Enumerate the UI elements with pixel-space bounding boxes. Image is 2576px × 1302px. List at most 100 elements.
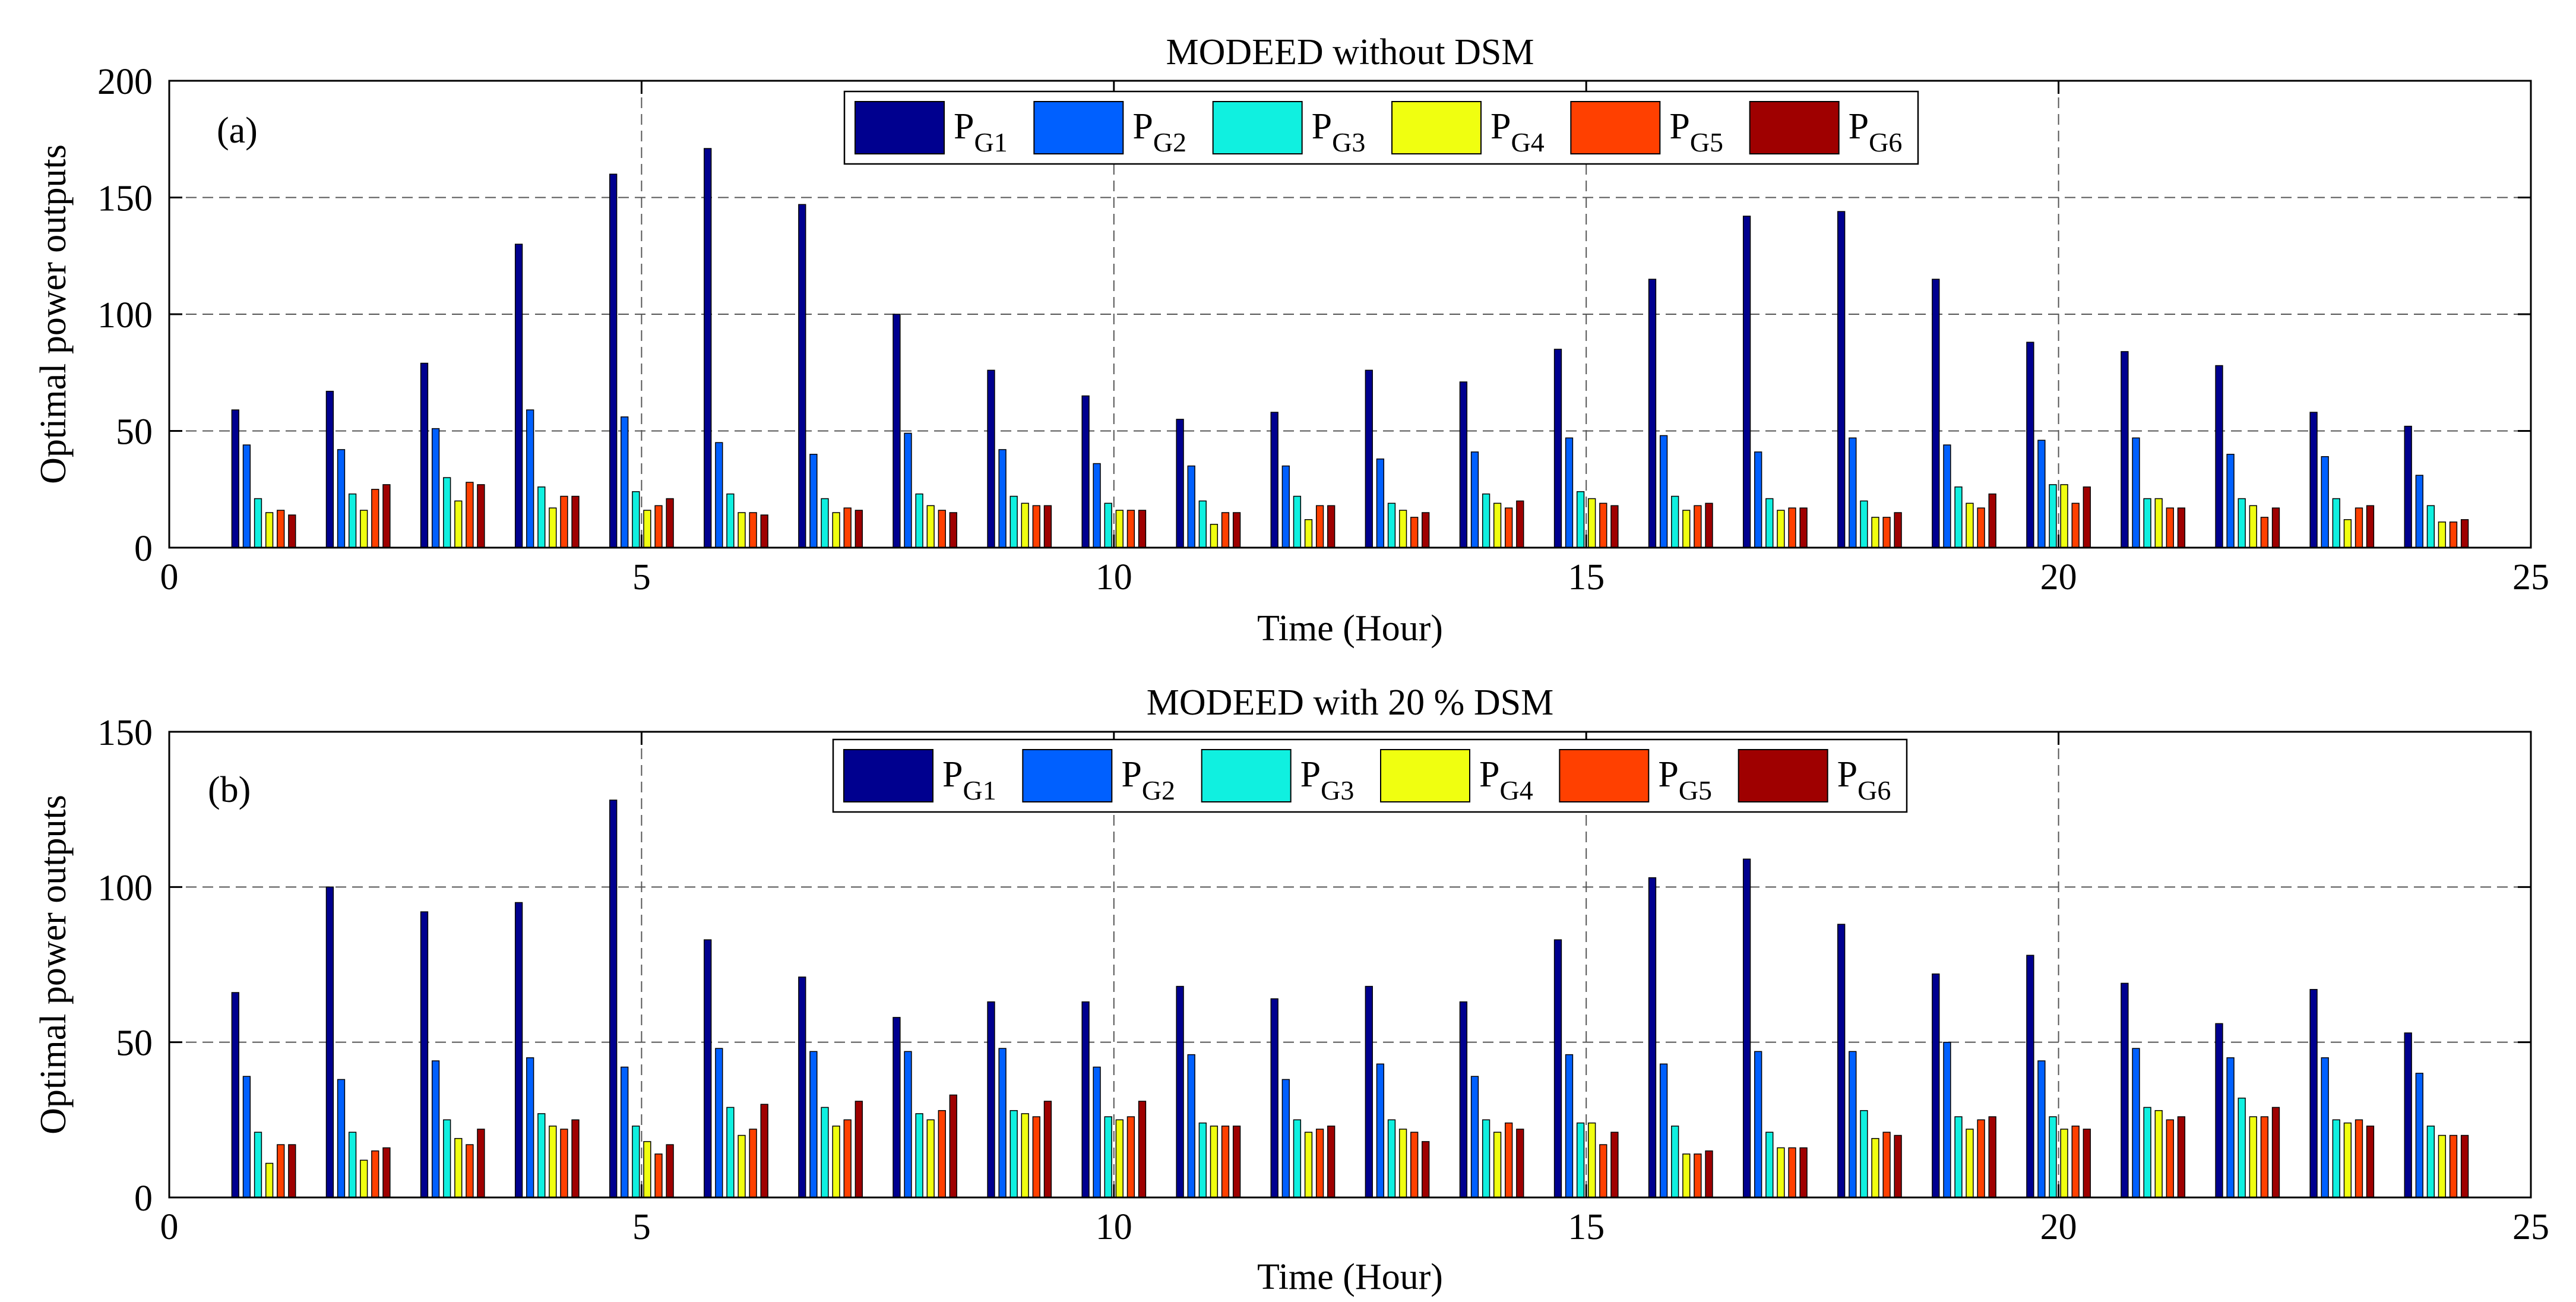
bar-pg5-t11 <box>1221 1126 1230 1198</box>
legend-label-pg3: PG3 <box>1312 106 1366 157</box>
bar-pg2-t16 <box>1659 1063 1668 1198</box>
bar-pg5-t17 <box>1788 1147 1796 1198</box>
bar-pg6-t14 <box>1516 500 1524 548</box>
legend-swatch-pg2 <box>1022 749 1113 802</box>
bar-pg6-t8 <box>949 1094 957 1198</box>
legend: PG1 PG2 PG3 PG4 PG5 PG6 <box>832 738 1908 813</box>
y-tick-label: 50 <box>116 412 153 453</box>
legend-label-pg6: PG6 <box>1837 754 1891 805</box>
bar-pg4-t21 <box>2154 498 2163 548</box>
bar-pg5-t9 <box>1032 505 1040 548</box>
bar-pg1-t3 <box>420 362 429 548</box>
bar-pg3-t6 <box>726 493 735 548</box>
bar-pg3-t6 <box>726 1107 735 1198</box>
bar-pg3-t20 <box>2049 484 2057 548</box>
bar-pg5-t22 <box>2260 1116 2269 1198</box>
x-tick-label: 5 <box>632 1207 651 1247</box>
bar-pg6-t23 <box>2366 1126 2375 1198</box>
bar-pg6-t17 <box>1799 507 1808 548</box>
bar-pg1-t19 <box>1932 279 1940 548</box>
bar-pg5-t21 <box>2166 507 2174 548</box>
bar-pg4-t24 <box>2438 1134 2447 1198</box>
bar-pg6-t13 <box>1422 512 1430 548</box>
bar-pg2-t18 <box>1849 1051 1857 1198</box>
bar-pg2-t3 <box>431 1060 440 1198</box>
bar-pg2-t1 <box>242 1076 251 1198</box>
bar-pg1-t18 <box>1837 211 1846 548</box>
bar-pg3-t14 <box>1482 493 1490 548</box>
bar-pg3-t4 <box>537 1113 546 1198</box>
y-tick-label: 150 <box>97 713 153 753</box>
legend-swatch-pg3 <box>1201 749 1292 802</box>
legend-box <box>832 738 1908 813</box>
chart-panel-a: 0 5 10 15 20 25 0 50 100 150 200 MODEED without DSM… <box>33 32 2549 649</box>
bar-pg1-t5 <box>609 173 618 548</box>
bar-pg6-t10 <box>1138 1101 1147 1198</box>
bar-pg1-t6 <box>704 939 712 1198</box>
bar-pg5-t10 <box>1126 1116 1135 1198</box>
bar-pg4-t20 <box>2060 1129 2068 1198</box>
bar-pg3-t23 <box>2332 498 2340 548</box>
bar-pg3-t22 <box>2238 1097 2246 1198</box>
bar-pg3-t9 <box>1009 1110 1018 1198</box>
bar-pg3-t14 <box>1482 1119 1490 1198</box>
legend-label-pg5: PG5 <box>1669 106 1723 157</box>
bar-pg3-t2 <box>348 1132 357 1198</box>
bar-pg2-t17 <box>1754 1051 1762 1198</box>
bar-pg6-t11 <box>1232 512 1241 548</box>
bar-pg3-t20 <box>2049 1116 2057 1198</box>
bar-pg6-t14 <box>1516 1129 1524 1198</box>
bar-pg1-t22 <box>2215 1023 2223 1198</box>
bar-pg1-t2 <box>325 886 334 1198</box>
bar-pg3-t8 <box>915 493 923 548</box>
bar-pg6-t21 <box>2177 507 2186 548</box>
bar-pg2-t21 <box>2132 437 2140 548</box>
bar-pg6-t12 <box>1327 1126 1336 1198</box>
bar-pg2-t10 <box>1093 1066 1101 1198</box>
bar-pg4-t17 <box>1777 1147 1785 1198</box>
bar-pg6-t1 <box>288 514 296 548</box>
panel-label: (a) <box>217 110 258 151</box>
bar-pg2-t12 <box>1281 465 1290 548</box>
bar-pg5-t17 <box>1788 507 1796 548</box>
bar-pg6-t12 <box>1327 505 1336 548</box>
bar-pg6-t16 <box>1705 503 1713 548</box>
bar-pg2-t13 <box>1376 458 1385 548</box>
bar-pg2-t23 <box>2321 1057 2329 1198</box>
bar-pg5-t4 <box>560 495 568 548</box>
bar-pg4-t3 <box>454 1137 463 1198</box>
bar-pg5-t14 <box>1505 1122 1513 1198</box>
bar-pg4-t16 <box>1682 1154 1691 1198</box>
bar-pg3-t13 <box>1387 1119 1396 1198</box>
bar-pg2-t5 <box>621 416 629 548</box>
bar-pg1-t17 <box>1742 858 1751 1198</box>
bar-pg4-t23 <box>2343 519 2352 548</box>
bar-pg1-t4 <box>514 244 523 548</box>
bar-pg3-t7 <box>821 498 829 548</box>
bar-pg3-t21 <box>2143 498 2151 548</box>
bar-pg6-t8 <box>949 512 957 548</box>
bar-pg4-t6 <box>738 512 746 548</box>
bar-pg5-t15 <box>1599 1144 1607 1198</box>
bar-pg6-t17 <box>1799 1147 1808 1198</box>
bar-pg4-t22 <box>2249 505 2257 548</box>
y-axis-label: Optimal power outputs <box>33 795 74 1134</box>
x-tick-label: 25 <box>2512 557 2549 598</box>
bar-pg2-t12 <box>1281 1079 1290 1198</box>
bar-pg5-t2 <box>371 489 379 548</box>
x-tick-label: 5 <box>632 557 651 598</box>
bar-pg6-t21 <box>2177 1116 2186 1198</box>
y-tick-label: 150 <box>97 179 153 219</box>
y-axis-label: Optimal power outputs <box>33 144 74 484</box>
x-axis-label: Time (Hour) <box>1257 1257 1443 1297</box>
bar-pg3-t17 <box>1765 1132 1774 1198</box>
bar-pg6-t6 <box>760 514 768 548</box>
bar-pg5-t8 <box>938 510 946 548</box>
bar-pg5-t12 <box>1315 505 1324 548</box>
bar-pg1-t7 <box>798 204 806 548</box>
legend-swatch-pg1 <box>855 101 945 154</box>
bar-pg5-t5 <box>654 1154 663 1198</box>
bar-pg2-t2 <box>337 1079 346 1198</box>
